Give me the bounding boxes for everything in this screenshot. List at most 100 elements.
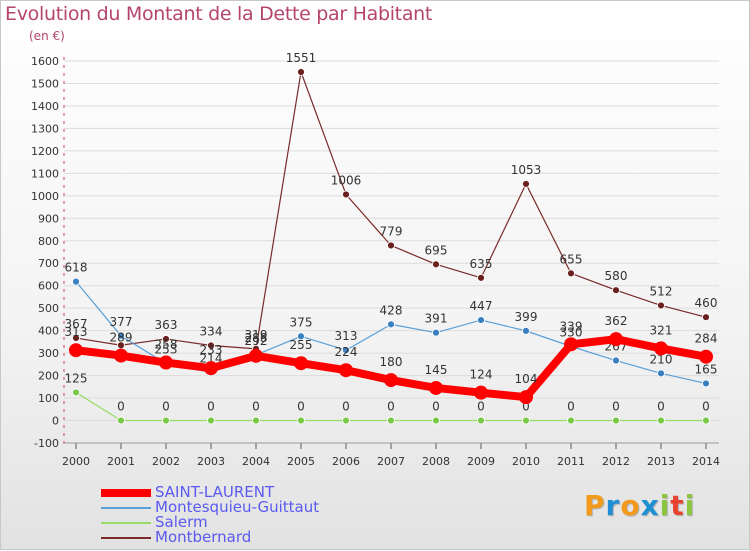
legend-item-montesquieu-guittaut[interactable]: Montesquieu-Guittaut — [101, 500, 319, 515]
data-point — [117, 331, 125, 340]
data-label: 180 — [380, 355, 403, 369]
x-tick-label: 2010 — [512, 455, 540, 468]
chart-title: Evolution du Montant de la Dette par Hab… — [5, 3, 433, 25]
data-label: 375 — [290, 315, 313, 329]
data-point — [657, 301, 665, 310]
y-tick-label: 700 — [38, 257, 59, 270]
x-tick-label: 2002 — [152, 455, 180, 468]
data-point — [162, 416, 170, 425]
y-tick-label: -100 — [34, 437, 59, 450]
data-label: 0 — [297, 400, 305, 414]
x-tick-label: 2004 — [242, 455, 270, 468]
data-label: 0 — [702, 400, 710, 414]
data-label: 695 — [425, 243, 448, 257]
data-label: 377 — [110, 315, 133, 329]
logo-letter: o — [620, 489, 641, 522]
y-tick-label: 600 — [38, 280, 59, 293]
data-point — [72, 334, 80, 342]
data-label: 321 — [650, 323, 673, 337]
x-tick-label: 2012 — [602, 455, 630, 468]
y-tick-label: 400 — [38, 325, 59, 338]
data-point — [207, 416, 215, 425]
y-tick-label: 500 — [38, 302, 59, 315]
data-point — [612, 286, 620, 295]
data-point — [702, 416, 710, 425]
data-label: 313 — [65, 325, 88, 339]
x-tick-label: 2006 — [332, 455, 360, 468]
data-point — [429, 380, 443, 395]
data-point — [432, 328, 440, 337]
logo-letter: x — [640, 489, 660, 522]
y-tick-label: 1200 — [31, 145, 59, 158]
x-tick-label: 2005 — [287, 455, 315, 468]
data-point — [564, 337, 578, 352]
y-tick-label: 200 — [38, 370, 59, 383]
data-point — [477, 316, 485, 324]
legend-label: Montbernard — [155, 528, 252, 546]
x-tick-label: 2014 — [692, 455, 720, 468]
data-label: 0 — [567, 400, 575, 414]
data-label: 210 — [650, 352, 673, 366]
x-tick-label: 2008 — [422, 455, 450, 468]
data-point — [657, 369, 665, 378]
data-point — [72, 277, 80, 286]
data-label: 618 — [65, 261, 88, 275]
y-tick-label: 1000 — [31, 190, 59, 203]
data-label: 0 — [252, 400, 260, 414]
y-tick-label: 1600 — [31, 55, 59, 68]
data-label: 0 — [207, 400, 215, 414]
data-label: 284 — [695, 332, 718, 346]
legend-item-saint-laurent[interactable]: SAINT-LAURENT — [101, 485, 319, 500]
data-label: 0 — [612, 400, 620, 414]
data-point — [567, 416, 575, 425]
legend-item-montbernard[interactable]: Montbernard — [101, 530, 319, 545]
legend-swatch — [101, 536, 151, 539]
legend-swatch — [101, 521, 151, 524]
logo-letter: i — [659, 489, 671, 522]
data-point — [609, 332, 623, 347]
data-label: 0 — [522, 400, 530, 414]
data-label: 0 — [387, 400, 395, 414]
data-point — [69, 343, 83, 358]
y-tick-label: 1400 — [31, 100, 59, 113]
data-point — [117, 416, 125, 425]
data-point — [477, 273, 485, 282]
data-point — [702, 379, 710, 388]
data-label: 367 — [65, 317, 88, 331]
logo-letter: r — [605, 489, 621, 522]
data-point — [699, 349, 713, 364]
data-point — [297, 416, 305, 425]
data-point — [114, 348, 128, 363]
y-tick-label: 300 — [38, 347, 59, 360]
data-point — [522, 326, 530, 335]
data-point — [432, 416, 440, 425]
data-label: 0 — [477, 400, 485, 414]
data-label: 0 — [162, 400, 170, 414]
data-label: 362 — [605, 314, 628, 328]
legend-item-salerm[interactable]: Salerm — [101, 515, 319, 530]
y-tick-label: 800 — [38, 235, 59, 248]
data-label: 655 — [560, 252, 583, 266]
x-tick-label: 2009 — [467, 455, 495, 468]
chart-unit: (en €) — [29, 29, 65, 43]
y-tick-label: 1100 — [31, 167, 59, 180]
legend-swatch — [101, 506, 151, 509]
data-label: 1551 — [286, 51, 317, 65]
data-label: 339 — [560, 319, 583, 333]
data-point — [477, 416, 485, 425]
data-point — [519, 390, 533, 405]
y-tick-label: 100 — [38, 392, 59, 405]
data-point — [204, 361, 218, 376]
x-tick-label: 2007 — [377, 455, 405, 468]
data-point — [654, 341, 668, 356]
data-label: 0 — [432, 400, 440, 414]
data-label: 460 — [695, 296, 718, 310]
data-point — [522, 180, 530, 188]
data-label: 428 — [380, 303, 403, 317]
data-label: 165 — [695, 362, 718, 376]
data-point — [702, 313, 710, 322]
data-label: 292 — [245, 334, 268, 348]
data-point — [432, 260, 440, 269]
data-point — [612, 416, 620, 425]
